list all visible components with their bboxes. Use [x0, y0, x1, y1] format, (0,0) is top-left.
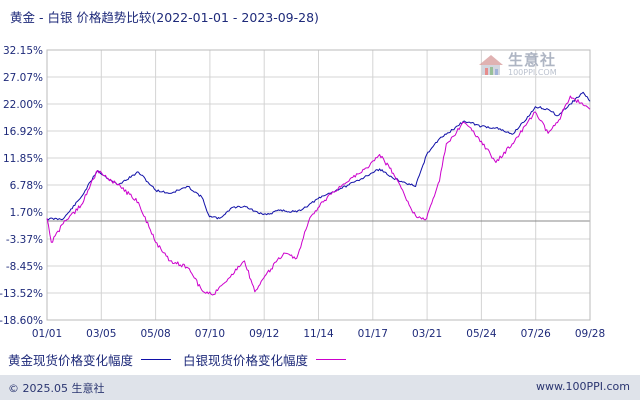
copyright-text: © 2025.05 生意社 — [8, 382, 105, 395]
y-tick-label: -13.52% — [0, 288, 43, 300]
y-tick-labels: 32.15% 27.07% 22.00% 16.92% 11.85% 6.78% 1.70%… — [0, 45, 43, 327]
y-tick-label: 22.00% — [3, 99, 43, 111]
x-tick-label: 09/28 — [575, 328, 605, 340]
legend-line-silver — [316, 359, 347, 360]
y-tick-label: 1.70% — [10, 207, 43, 219]
chart-title: 黄金 - 白银 价格趋势比较(2022-01-01 - 2023-09-28) — [10, 10, 319, 25]
website-link[interactable]: www.100PPI.com — [536, 380, 630, 393]
y-tick-label: 11.85% — [3, 153, 43, 165]
plot-border — [46, 49, 591, 321]
watermark-brand: 生意社 — [508, 51, 557, 69]
legend-label-silver: 白银现货价格变化幅度 — [183, 353, 309, 368]
legend-line-gold — [141, 359, 172, 360]
series-line-silver — [46, 95, 591, 296]
y-tick-label: 16.92% — [3, 126, 43, 138]
x-tick-label: 11/14 — [303, 328, 334, 340]
series-line-gold — [46, 91, 591, 221]
y-tick-label: 6.78% — [10, 180, 43, 192]
x-tick-label: 05/08 — [140, 328, 170, 340]
y-tick-label: 32.15% — [3, 45, 43, 57]
house-chart-icon — [479, 55, 503, 75]
x-tick-label: 07/26 — [521, 328, 552, 340]
x-tick-labels: 01/01 03/05 05/08 07/10 09/12 11/14 01/17 03/21… — [32, 328, 605, 340]
legend-label-gold: 黄金现货价格变化幅度 — [8, 353, 134, 368]
y-tick-label: 27.07% — [3, 72, 43, 84]
x-tick-label: 03/21 — [412, 328, 442, 340]
y-tick-label: -18.60% — [0, 315, 43, 327]
series-lines — [46, 91, 591, 296]
watermark-logo: 生意社 100PPI.COM — [478, 53, 557, 77]
footer-bar: © 2025.05 生意社 www.100PPI.com — [0, 375, 640, 400]
x-tick-label: 09/12 — [249, 328, 279, 340]
legend: 黄金现货价格变化幅度 白银现货价格变化幅度 — [8, 350, 358, 369]
x-tick-label: 01/01 — [32, 328, 62, 340]
x-tick-label: 03/05 — [86, 328, 116, 340]
x-tick-label: 01/17 — [358, 328, 388, 340]
y-tick-label: -8.45% — [6, 261, 43, 273]
x-tick-label: 05/24 — [466, 328, 497, 340]
watermark-url: 100PPI.COM — [508, 68, 557, 77]
x-tick-label: 07/10 — [195, 328, 225, 340]
y-tick-label: -3.37% — [6, 234, 43, 246]
price-trend-chart: 32.15% 27.07% 22.00% 16.92% 11.85% 6.78% 1.70%… — [0, 45, 605, 340]
